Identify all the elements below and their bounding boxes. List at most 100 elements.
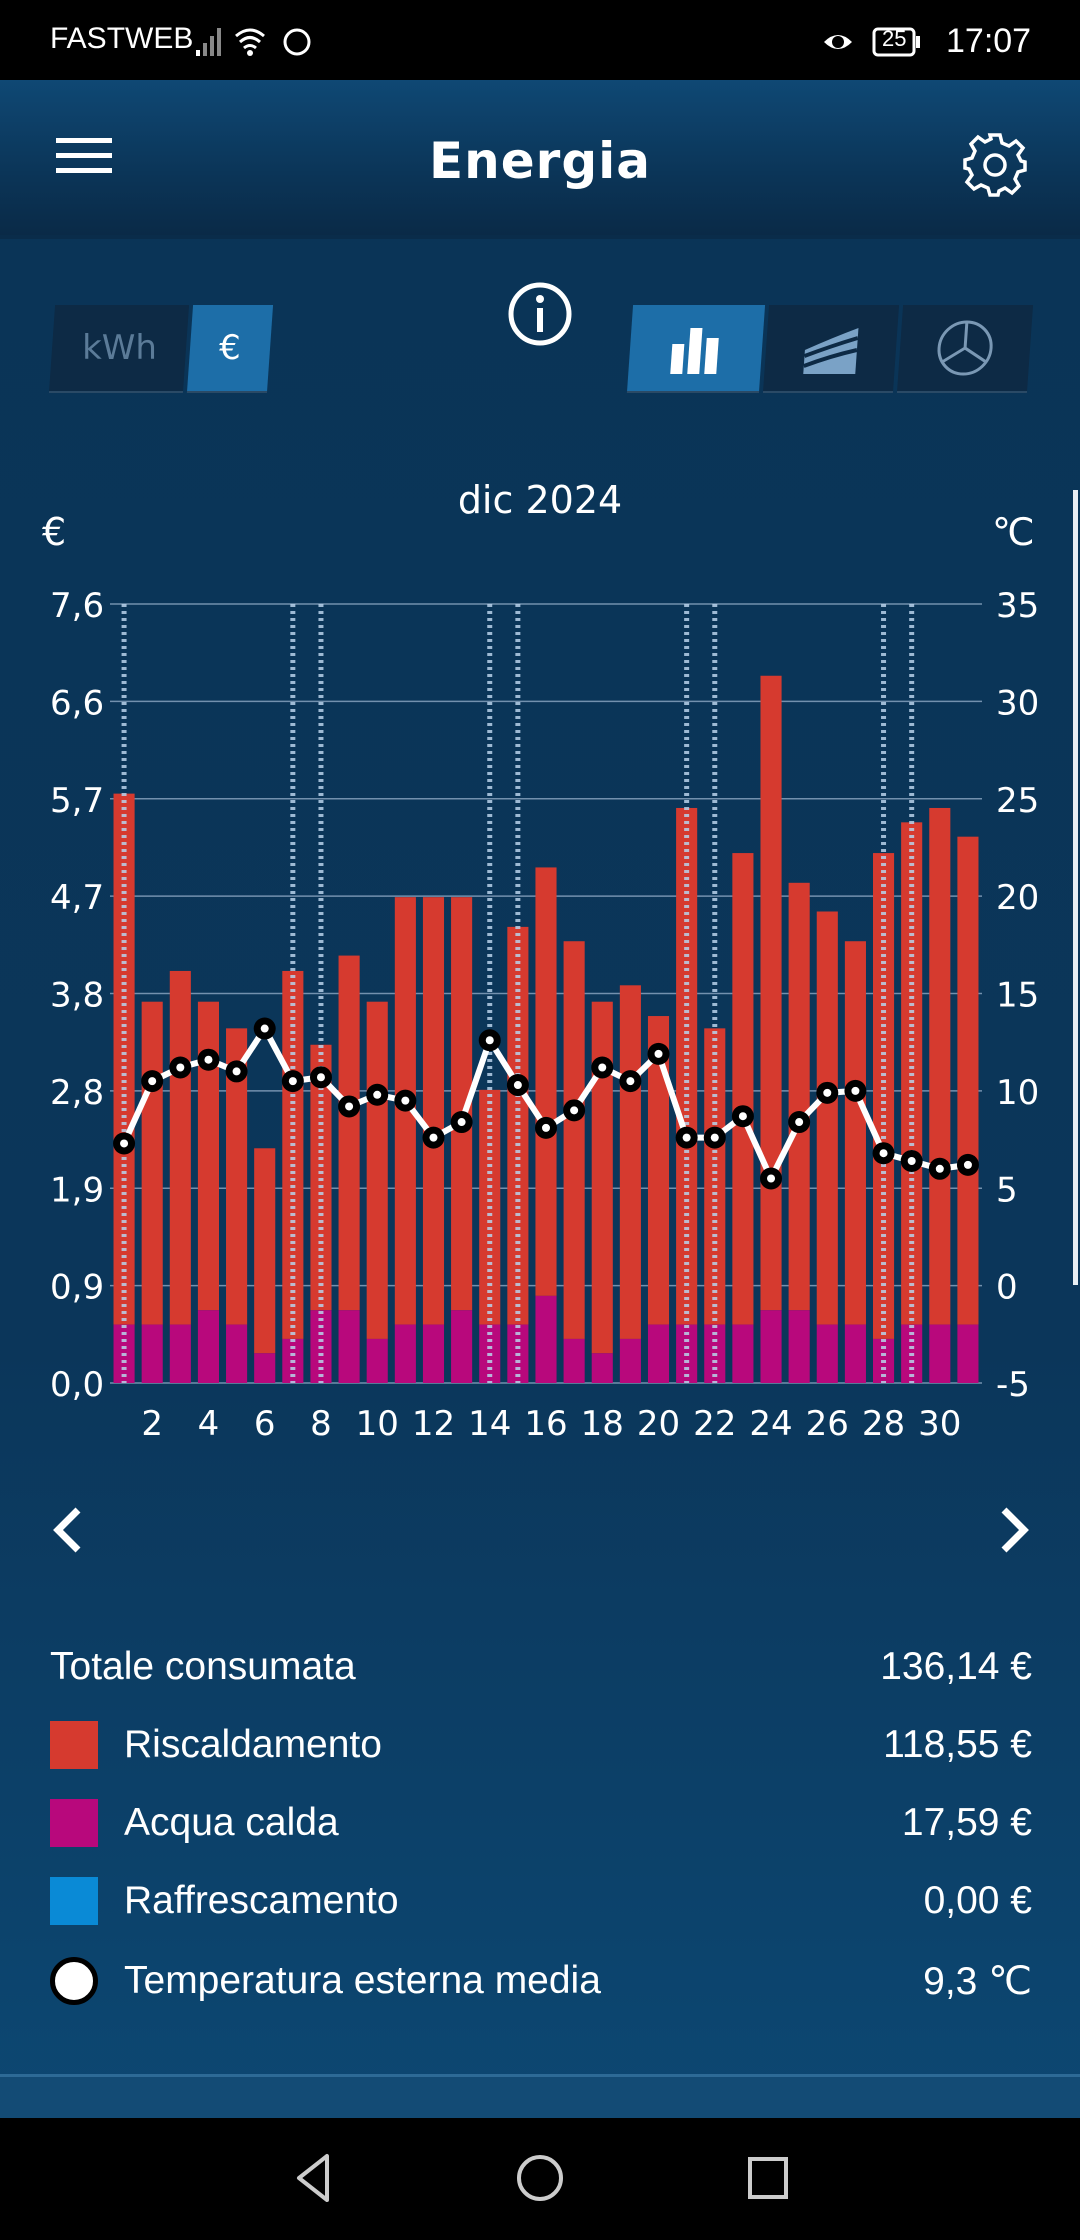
legend-row-cooling: Raffrescamento 0,00 € (50, 1871, 1032, 1931)
x-tick-label: 16 (524, 1404, 567, 1440)
temperature-point-center (204, 1055, 213, 1064)
legend-row-hot-water: Acqua calda 17,59 € (50, 1793, 1032, 1853)
legend-row-heating: Riscaldamento 118,55 € (50, 1715, 1032, 1775)
temperature-point-center (485, 1036, 494, 1045)
heating-bar (422, 897, 445, 1325)
eye-battery-icons (824, 27, 920, 57)
y-tick-label: 2,8 (50, 1073, 104, 1113)
heating-bar (507, 926, 529, 1325)
y2-tick-label: 35 (996, 586, 1039, 626)
pie-chart-button[interactable] (896, 305, 1034, 393)
y2-tick-label: 25 (996, 781, 1039, 821)
area-chart-button[interactable] (762, 305, 900, 393)
y-tick-label: 5,7 (50, 781, 104, 821)
hot-water-bar (394, 1324, 416, 1383)
temperature-point-center (260, 1024, 269, 1033)
heating-swatch (50, 1721, 98, 1769)
unit-euro-button[interactable]: € (186, 305, 274, 393)
heating-bar (366, 1001, 388, 1339)
heating-bar (929, 807, 951, 1325)
unit-kwh-button[interactable]: kWh (48, 305, 190, 393)
y-tick-label: 6,6 (50, 683, 104, 723)
temperature-point-center (935, 1164, 944, 1173)
temperature-point-center (738, 1112, 747, 1121)
temperature-point-center (148, 1077, 157, 1086)
y2-tick-label: 10 (996, 1073, 1039, 1113)
x-tick-label: 8 (310, 1404, 332, 1440)
recents-icon[interactable] (738, 2148, 798, 2208)
legend-row-temperature: Temperatura esterna media 9,3 ℃ (50, 1951, 1032, 2011)
unit-toggle: kWh € (48, 305, 274, 393)
hot-water-bar (788, 1310, 810, 1383)
bar-chart-button[interactable] (626, 305, 766, 393)
y2-tick-label: 0 (996, 1268, 1018, 1308)
temperature-point-center (120, 1139, 129, 1148)
hot-water-bar (619, 1338, 641, 1383)
total-value: 136,14 € (880, 1645, 1032, 1688)
x-tick-label: 24 (749, 1404, 792, 1440)
heating-bar (338, 955, 360, 1311)
bottom-strip (0, 2074, 1080, 2121)
temperature-point-center (542, 1123, 550, 1132)
temperature-point-center (288, 1077, 297, 1086)
info-icon[interactable] (506, 280, 574, 348)
temperature-point-center (654, 1049, 663, 1058)
x-tick-label: 4 (198, 1404, 220, 1440)
heating-bar (647, 1016, 670, 1325)
hot-water-bar (760, 1310, 782, 1383)
temperature-point-center (626, 1077, 635, 1086)
temperature-point-center (879, 1149, 888, 1158)
temperature-point-center (851, 1086, 860, 1095)
hot-water-bar (141, 1324, 163, 1383)
page-title: Energia (429, 132, 651, 190)
hot-water-bar (563, 1338, 585, 1383)
chevron-right-icon[interactable] (984, 1500, 1044, 1560)
chart-type-toggle (626, 305, 1034, 393)
signal-wifi-whatsapp-icons (196, 28, 311, 56)
pie-chart-icon (937, 320, 993, 376)
hot-water-bar (226, 1324, 248, 1383)
heating-bar (816, 911, 838, 1325)
heating-bar (254, 1148, 276, 1354)
y-tick-label: 4,7 (50, 878, 104, 918)
heating-bar (226, 1028, 248, 1325)
total-label: Totale consumata (50, 1645, 356, 1688)
temperature-point-center (316, 1073, 325, 1082)
heating-bar (619, 985, 641, 1339)
y-tick-label: 3,8 (50, 976, 104, 1016)
hot-water-bar (816, 1324, 838, 1383)
heating-bar (844, 941, 866, 1325)
y2-tick-label: 5 (996, 1170, 1018, 1210)
temperature-point-center (795, 1118, 804, 1127)
temperature-point-center (176, 1063, 185, 1072)
hot-water-bar (366, 1338, 388, 1383)
home-icon[interactable] (510, 2148, 570, 2208)
chevron-left-icon[interactable] (40, 1500, 100, 1560)
x-tick-label: 10 (356, 1404, 399, 1440)
hot-water-bar (338, 1310, 360, 1383)
legend-label: Raffrescamento (124, 1879, 399, 1922)
hot-water-bar (647, 1324, 670, 1383)
y2-tick-label: -5 (996, 1365, 1030, 1405)
hot-water-bar (732, 1324, 754, 1383)
energy-chart: 0,0 0,9 1,9 2,8 3,8 4,7 5,7 6,6 7,6 -5 0 5 10 15 20 25 3… (50, 586, 1039, 1440)
temperature-point-center (429, 1133, 438, 1142)
heating-bar (788, 882, 810, 1311)
heating-bar (282, 970, 304, 1339)
y2-axis-unit-label: ℃ (992, 510, 1035, 554)
x-tick-label: 20 (637, 1404, 680, 1440)
area-chart-icon (803, 328, 859, 374)
gear-icon[interactable] (962, 132, 1028, 198)
x-tick-label: 22 (693, 1404, 736, 1440)
carrier-name: FASTWEB (50, 22, 194, 55)
x-tick-label: 6 (254, 1404, 276, 1440)
heating-bar (760, 675, 782, 1311)
hamburger-icon[interactable] (56, 138, 112, 174)
y-tick-label: 0,0 (50, 1365, 104, 1405)
temperature-point-center (682, 1133, 691, 1142)
y2-tick-label: 20 (996, 878, 1039, 918)
scrollbar[interactable] (1073, 490, 1078, 1285)
x-tick-label: 26 (806, 1404, 849, 1440)
back-icon[interactable] (285, 2148, 345, 2208)
hot-water-bar (422, 1324, 445, 1383)
